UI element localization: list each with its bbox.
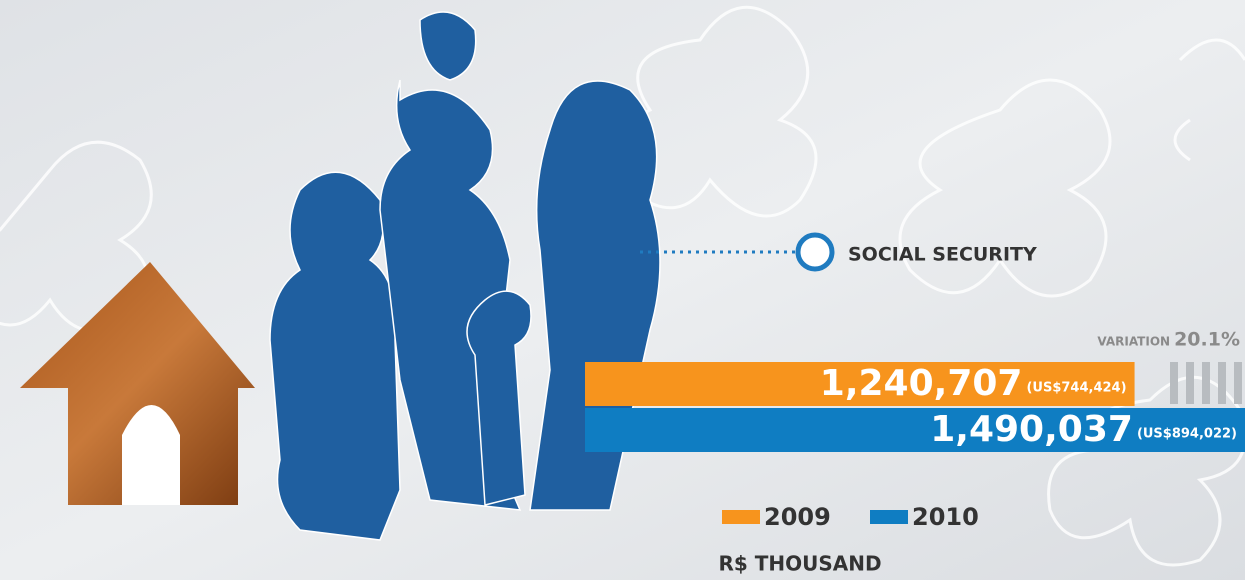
legend-swatch bbox=[870, 510, 908, 524]
house-illustration bbox=[20, 262, 255, 505]
legend-label: 2010 bbox=[912, 503, 979, 531]
value-label: 1,240,707 bbox=[820, 363, 1023, 404]
connector-dot bbox=[795, 232, 835, 272]
bar bbox=[585, 362, 1135, 406]
legend-label: 2009 bbox=[764, 503, 831, 531]
variation-title: VARIATION bbox=[1097, 335, 1170, 349]
usd-label: (US$744,424) bbox=[1026, 381, 1126, 396]
family-illustration bbox=[269, 11, 661, 541]
usd-label: (US$894,022) bbox=[1137, 427, 1237, 442]
title: SOCIAL SECURITY bbox=[848, 244, 1037, 266]
legend-swatch bbox=[722, 510, 760, 524]
stripes bbox=[1170, 362, 1242, 404]
value-label: 1,490,037 bbox=[930, 409, 1133, 450]
bar bbox=[585, 408, 1245, 452]
variation: 20.1% bbox=[1174, 329, 1240, 351]
unit-label: R$ THOUSAND bbox=[718, 552, 881, 576]
